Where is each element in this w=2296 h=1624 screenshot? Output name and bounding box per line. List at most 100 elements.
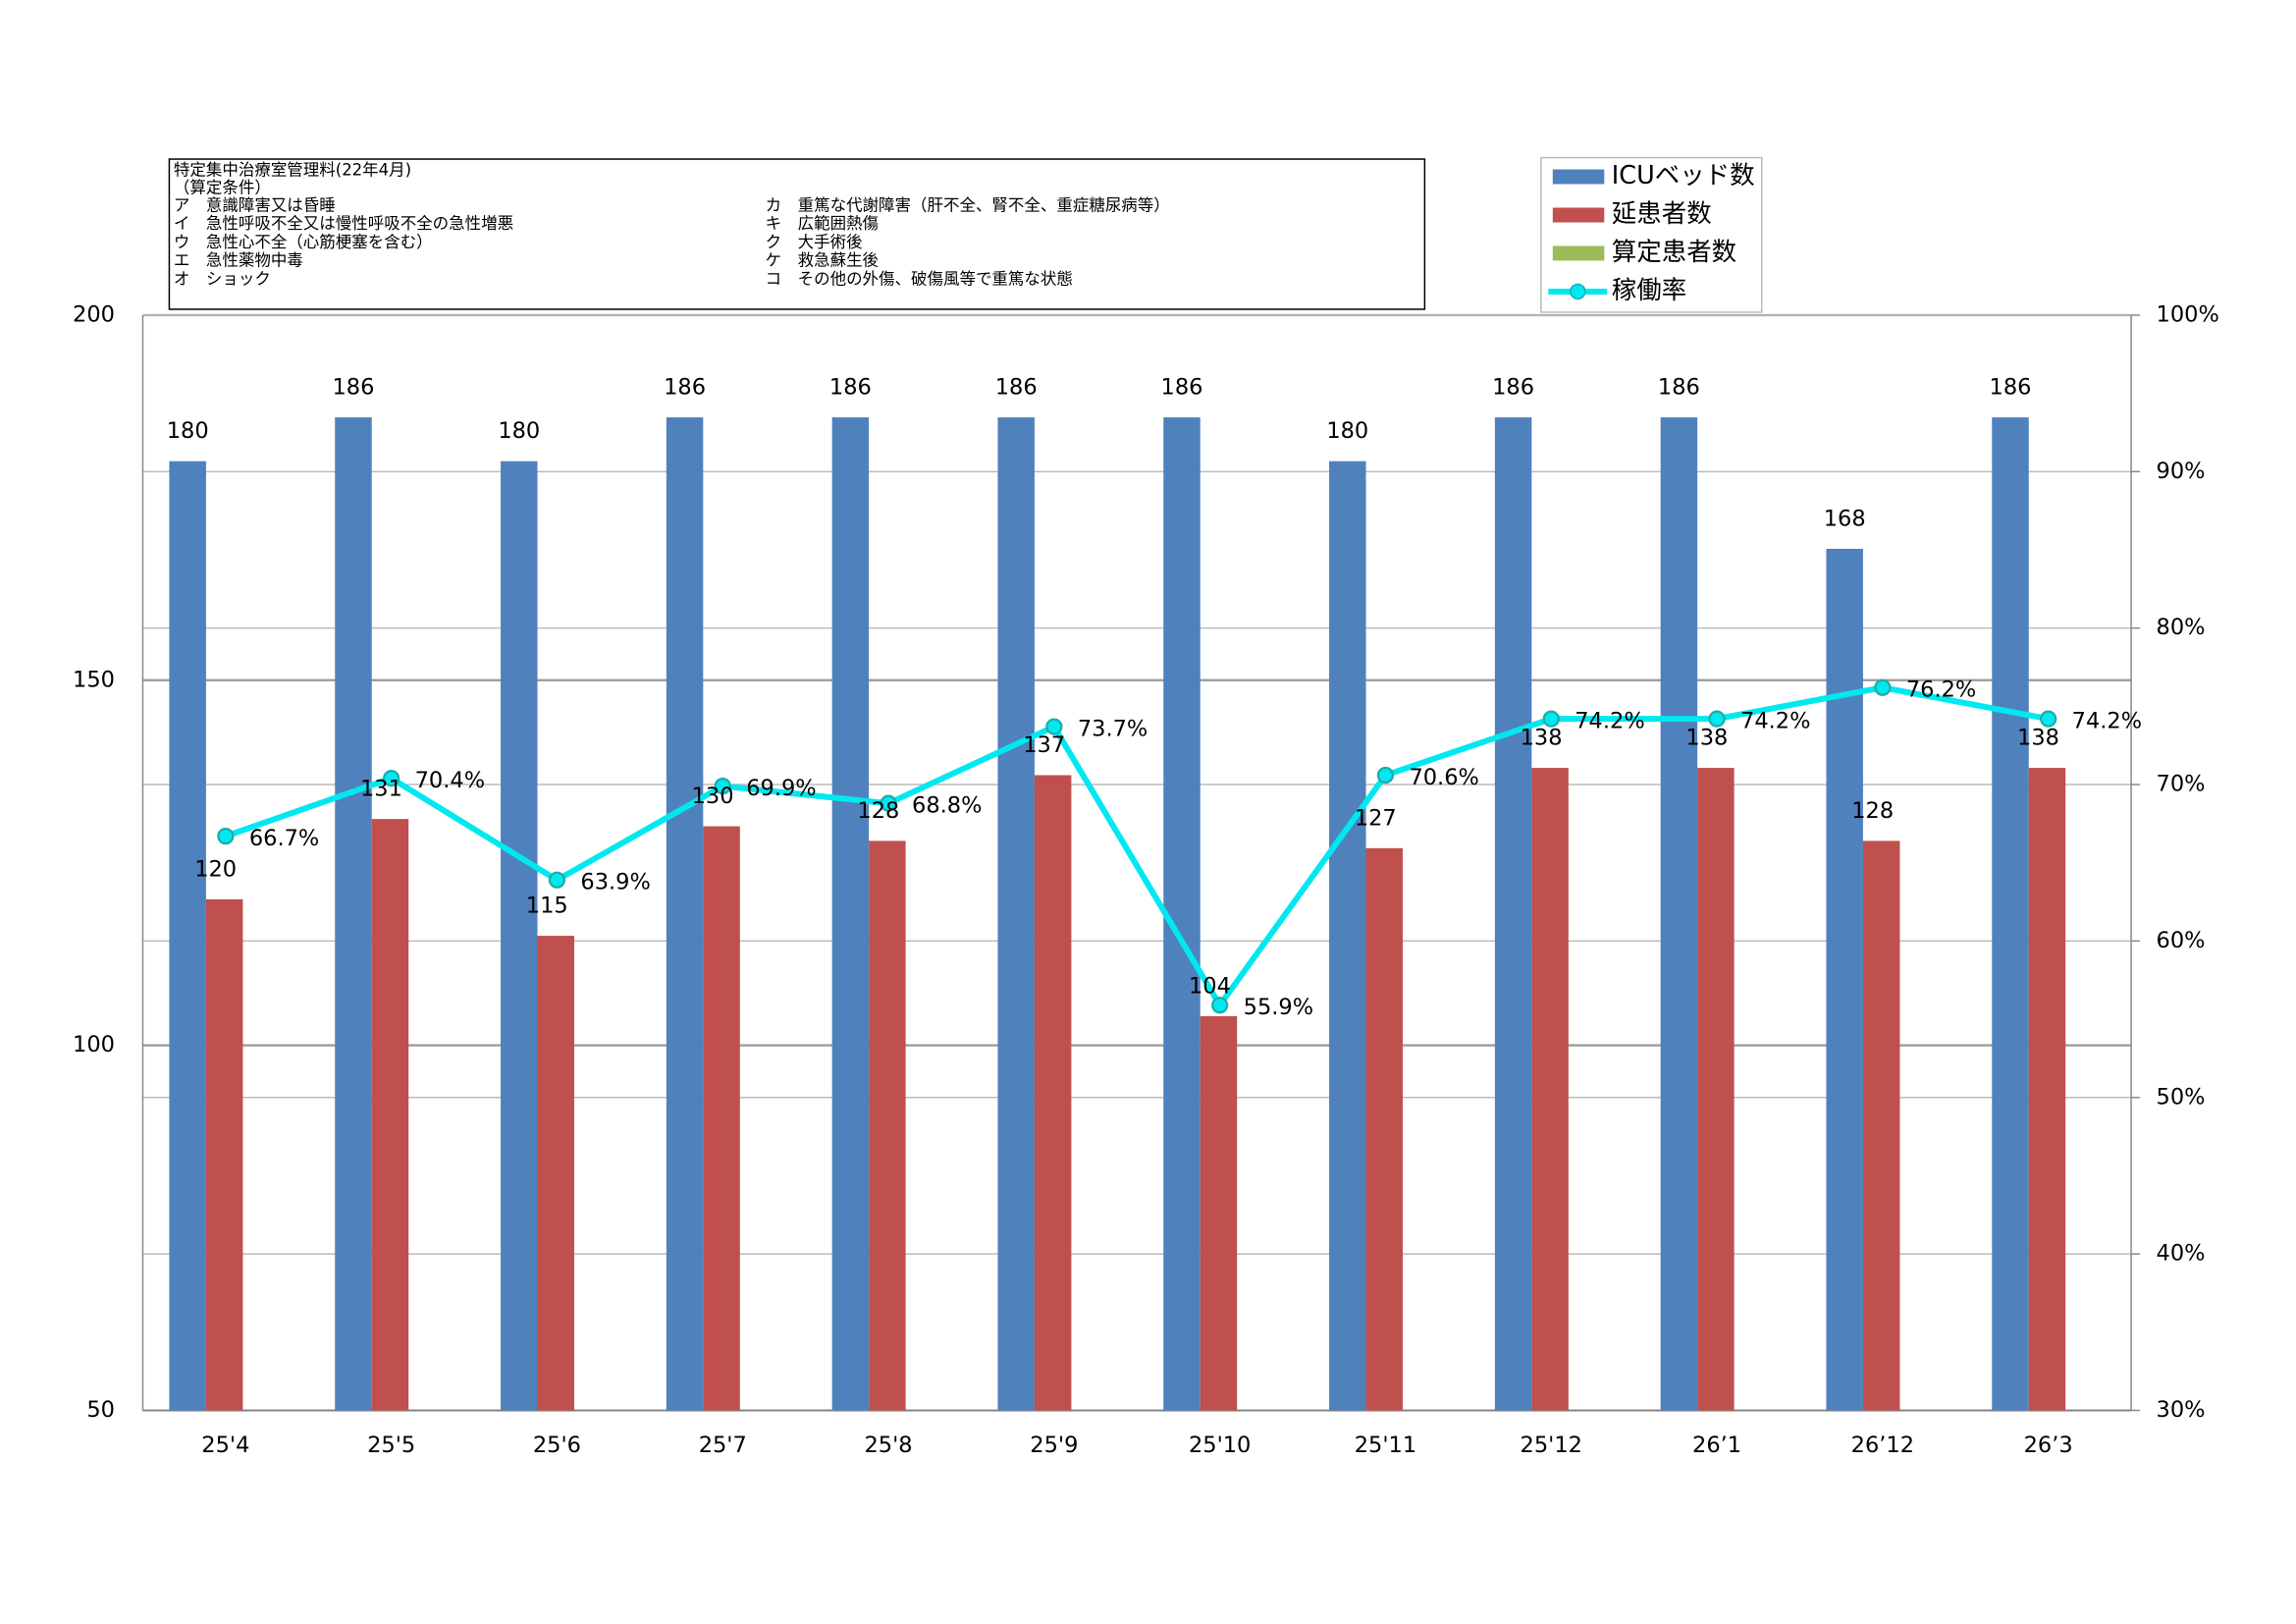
bar	[1163, 417, 1201, 1411]
bar-label: 186	[995, 375, 1038, 401]
bar	[2028, 768, 2066, 1411]
line-marker	[714, 778, 731, 795]
bar-label: 180	[498, 418, 540, 444]
bar-label: 168	[1824, 506, 1866, 531]
x-tick-label: 26’12	[1851, 1433, 1914, 1458]
bar-label: 130	[692, 784, 734, 809]
y2-tick-label: 50%	[2157, 1084, 2206, 1110]
x-tick-label: 26’3	[2024, 1433, 2073, 1458]
bar	[1329, 460, 1366, 1411]
bar-label: 180	[1326, 418, 1368, 444]
bar	[205, 898, 243, 1411]
legend-label: 稼働率	[1612, 276, 1686, 305]
note-line: オ ショック	[174, 269, 271, 288]
x-tick-label: 25'7	[699, 1433, 747, 1458]
bar-label: 138	[1685, 726, 1728, 751]
line-label: 68.8%	[912, 793, 982, 819]
bar-label: 104	[1189, 973, 1231, 999]
legend-swatch	[1552, 207, 1605, 223]
bar	[1826, 548, 1863, 1411]
note-line: ア 意識障害又は昏睡	[174, 196, 336, 215]
line	[224, 684, 2050, 1011]
x-tick-label: 25'10	[1189, 1433, 1251, 1458]
legend-label: 延患者数	[1612, 199, 1712, 229]
line-marker	[383, 770, 400, 787]
line-label: 66.7%	[249, 826, 319, 851]
bar	[1200, 1015, 1238, 1411]
line-label: 70.6%	[1409, 765, 1478, 790]
bar	[703, 826, 740, 1411]
bar-label: 138	[2017, 726, 2059, 751]
bar	[1862, 840, 1900, 1411]
y2-tick-label: 60%	[2157, 928, 2206, 953]
bar	[1660, 417, 1698, 1411]
bar	[501, 460, 538, 1411]
line-label: 76.2%	[1906, 677, 1976, 703]
bar-label: 120	[194, 856, 237, 882]
note-line: カ 重篤な代謝障害（肝不全、腎不全、重症糖尿病等）	[766, 196, 1170, 215]
note-line: コ その他の外傷、破傷風等で重篤な状態	[766, 269, 1073, 288]
bar-label: 186	[829, 375, 872, 401]
legend-swatch	[1570, 283, 1586, 300]
note-line: イ 急性呼吸不全又は慢性呼吸不全の急性増悪	[174, 214, 513, 233]
legend-label: 算定患者数	[1612, 238, 1736, 267]
x-tick-label: 25'6	[533, 1433, 581, 1458]
bar-label: 186	[1990, 375, 2032, 401]
legend-swatch	[1552, 245, 1605, 261]
note-title: 特定集中治療室管理料(22年4月)	[174, 161, 411, 180]
bar	[335, 417, 372, 1411]
bar-label: 180	[167, 418, 209, 444]
y-tick-label: 200	[73, 301, 115, 327]
y-tick-label: 150	[73, 667, 115, 692]
note-condition: （算定条件）	[174, 179, 271, 197]
line-label: 55.9%	[1244, 995, 1313, 1020]
bar-label: 128	[857, 798, 899, 824]
bar	[371, 819, 409, 1411]
bar	[1697, 768, 1735, 1411]
line-label: 73.7%	[1078, 717, 1148, 742]
bar	[169, 460, 206, 1411]
bar-label: 138	[1521, 726, 1563, 751]
x-tick-label: 25'8	[864, 1433, 912, 1458]
line-marker	[1211, 997, 1229, 1014]
bar	[1992, 417, 2029, 1411]
x-tick-label: 25'9	[1030, 1433, 1078, 1458]
line-marker	[1376, 766, 1395, 785]
grid	[141, 313, 2141, 1412]
legend-swatch	[1552, 169, 1605, 185]
x-tick-label: 25'5	[367, 1433, 415, 1458]
bar-label: 128	[1851, 798, 1894, 824]
bar	[537, 936, 574, 1411]
bar-label: 186	[1492, 375, 1534, 401]
note-line: ケ 救急蘇生後	[766, 251, 880, 270]
bar	[1034, 775, 1072, 1411]
line-marker	[880, 794, 897, 812]
bar	[1494, 417, 1532, 1411]
y2-tick-label: 40%	[2157, 1241, 2206, 1267]
line-label: 74.2%	[1740, 709, 1810, 734]
note-frame	[168, 158, 1426, 310]
line-marker	[1045, 718, 1063, 735]
line-marker	[548, 871, 566, 889]
line-label: 70.4%	[415, 768, 485, 793]
bar-label: 127	[1355, 805, 1397, 831]
marks	[169, 417, 2066, 1411]
y-tick-label: 50	[86, 1397, 115, 1423]
line-label: 74.2%	[1575, 709, 1644, 734]
note-line: ウ 急性心不全（心筋梗塞を含む）	[174, 233, 433, 251]
x-tick-label: 25'11	[1355, 1433, 1416, 1458]
line-label: 69.9%	[746, 776, 816, 801]
note-line: キ 広範囲熱傷	[766, 214, 879, 233]
bar	[831, 417, 870, 1411]
bar-label: 137	[1023, 732, 1065, 758]
note-line: ク 大手術後	[766, 233, 863, 251]
y2-tick-label: 80%	[2157, 615, 2206, 640]
note-line: エ 急性薬物中毒	[174, 251, 303, 270]
bar-label: 115	[526, 893, 568, 919]
line-marker	[1708, 710, 1726, 728]
bar	[869, 840, 906, 1411]
